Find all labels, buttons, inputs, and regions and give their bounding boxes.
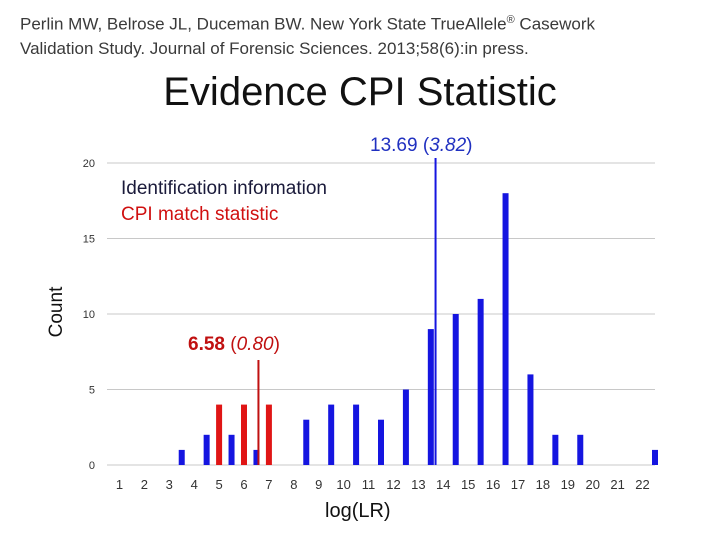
- citation: Perlin MW, Belrose JL, Duceman BW. New Y…: [20, 8, 710, 61]
- red-sd-value: 0.80: [236, 334, 274, 355]
- y-tick-label: 10: [83, 309, 95, 321]
- citation-line1-end: Casework: [514, 14, 596, 34]
- y-tick-label: 5: [89, 385, 95, 397]
- blue-bar: [452, 314, 459, 465]
- blue-bar: [652, 449, 658, 465]
- registered-mark: ®: [506, 14, 515, 26]
- x-tick-label: 22: [635, 477, 649, 492]
- red-bar: [216, 404, 223, 465]
- x-tick-label: 15: [461, 477, 475, 492]
- y-tick-label: 20: [83, 158, 95, 170]
- x-tick-label: 10: [336, 477, 350, 492]
- blue-bar: [477, 298, 484, 465]
- x-tick-label: 6: [240, 477, 247, 492]
- blue-bar: [228, 434, 235, 465]
- blue-bar: [203, 434, 210, 465]
- blue-bar: [378, 419, 384, 465]
- red-bar: [241, 404, 247, 465]
- x-tick-label: 17: [511, 477, 525, 492]
- x-tick-label: 5: [215, 477, 222, 492]
- red-mean-value: 6.58: [188, 334, 225, 355]
- x-tick-label: 7: [265, 477, 272, 492]
- red-bar: [265, 404, 272, 465]
- blue-bar: [178, 449, 185, 465]
- x-tick-label: 20: [585, 477, 599, 492]
- slide-title: Evidence CPI Statistic: [163, 70, 557, 114]
- blue-bar: [577, 434, 584, 465]
- x-tick-label: 14: [436, 477, 450, 492]
- citation-line1: Perlin MW, Belrose JL, Duceman BW. New Y…: [20, 14, 507, 34]
- identification-annotation: Identification information CPI match sta…: [121, 176, 327, 228]
- blue-mean-annotation: 13.69 (3.82): [370, 135, 473, 156]
- y-tick-label: 15: [83, 234, 95, 246]
- red-mean-annotation: 6.58 (0.80): [188, 334, 280, 355]
- x-tick-label: 2: [141, 477, 148, 492]
- x-tick-label: 18: [536, 477, 550, 492]
- x-tick-label: 13: [411, 477, 425, 492]
- x-tick-label: 21: [610, 477, 624, 492]
- x-tick-label: 19: [561, 477, 575, 492]
- x-axis-label: log(LR): [325, 500, 391, 522]
- y-tick-label: 0: [89, 460, 95, 472]
- blue-bar: [527, 374, 534, 465]
- blue-bar: [427, 329, 434, 465]
- x-tick-label: 11: [362, 477, 376, 492]
- blue-bar: [328, 404, 335, 465]
- x-tick-label: 12: [386, 477, 400, 492]
- x-tick-label: 3: [166, 477, 173, 492]
- blue-bar: [353, 404, 360, 465]
- blue-bar: [502, 193, 509, 465]
- blue-bar: [303, 419, 310, 465]
- blue-bar: [253, 449, 260, 465]
- blue-sd-value: 3.82: [429, 135, 467, 156]
- identification-label: Identification information: [121, 178, 327, 199]
- x-tick-label: 9: [315, 477, 322, 492]
- x-tick-label: 8: [290, 477, 297, 492]
- y-axis-label: Count: [46, 286, 67, 338]
- x-tick-label: 4: [191, 477, 198, 492]
- cpi-match-label: CPI match statistic: [121, 204, 279, 225]
- citation-line2: Validation Study. Journal of Forensic Sc…: [20, 38, 529, 58]
- x-tick-label: 1: [116, 477, 123, 492]
- x-tick-label: 16: [486, 477, 500, 492]
- blue-mean-value: 13.69: [370, 135, 418, 156]
- blue-bar: [402, 389, 409, 465]
- blue-bar: [552, 434, 559, 465]
